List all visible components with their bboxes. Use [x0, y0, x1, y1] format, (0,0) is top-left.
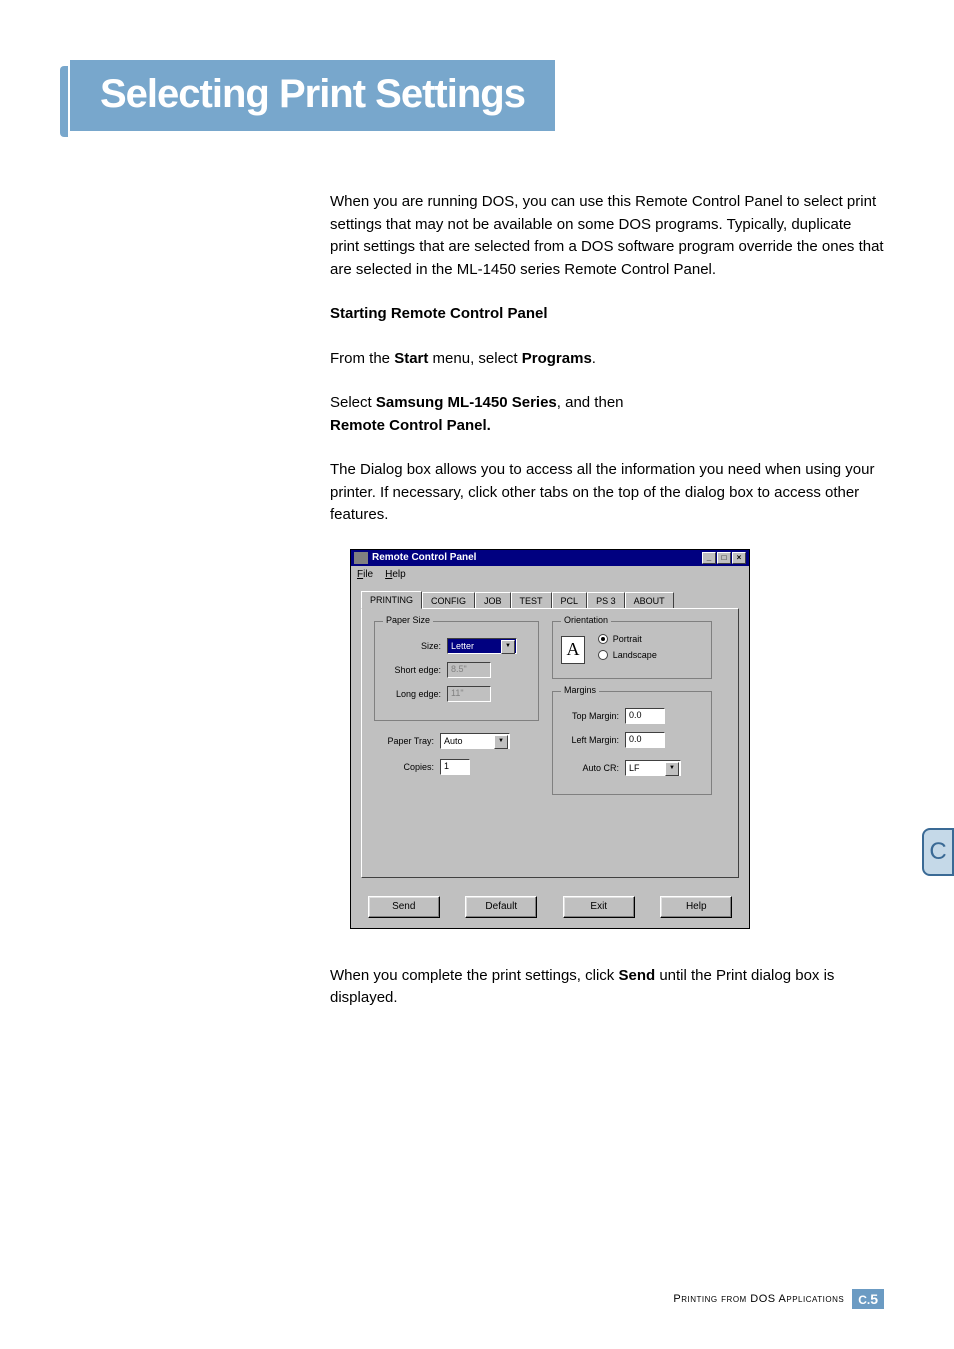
label-long-edge: Long edge: [385, 689, 441, 699]
select-paper-size[interactable]: Letter [447, 638, 517, 654]
footer-section-title: Printing from DOS Applications [673, 1293, 844, 1305]
label-copies: Copies: [374, 762, 434, 772]
menu-help[interactable]: Help [385, 569, 406, 580]
input-copies[interactable]: 1 [440, 759, 470, 775]
step1-bold-programs: Programs [522, 350, 592, 367]
footer-section-badge: C.5 [852, 1289, 884, 1309]
step2-bold-product: Samsung ML-1450 Series [376, 394, 557, 411]
step2-mid: , and then [557, 394, 624, 411]
dialog-title: Remote Control Panel [372, 552, 702, 563]
step2-bold-rcp: Remote Control Panel. [330, 417, 491, 434]
tab-test[interactable]: TEST [511, 592, 552, 609]
close-button[interactable]: × [732, 552, 746, 564]
label-size: Size: [385, 641, 441, 651]
label-landscape: Landscape [613, 650, 657, 660]
maximize-button[interactable]: □ [717, 552, 731, 564]
input-short-edge: 8.5" [447, 662, 491, 678]
minimize-button[interactable]: _ [702, 552, 716, 564]
input-top-margin[interactable]: 0.0 [625, 708, 665, 724]
step1-bold-start: Start [394, 350, 428, 367]
group-margins-title: Margins [561, 685, 599, 695]
step2-pre: Select [330, 394, 376, 411]
dialog-menubar: File Help [351, 566, 749, 583]
label-top-margin: Top Margin: [563, 711, 619, 721]
label-left-margin: Left Margin: [563, 735, 619, 745]
tab-job[interactable]: JOB [475, 592, 511, 609]
dialog-titlebar[interactable]: Remote Control Panel _ □ × [351, 550, 749, 566]
tab-config[interactable]: CONFIG [422, 592, 475, 609]
radio-portrait[interactable] [598, 634, 608, 644]
label-short-edge: Short edge: [385, 665, 441, 675]
page-title-banner: Selecting Print Settings [70, 60, 555, 131]
side-thumb-tab: C [922, 828, 954, 876]
tab-printing[interactable]: PRINTING [361, 591, 422, 609]
remote-control-panel-dialog: Remote Control Panel _ □ × File Help PRI… [350, 549, 750, 929]
closing-pre: When you complete the print settings, cl… [330, 967, 618, 984]
group-orientation: Orientation A Portrait Landscape [552, 621, 712, 679]
help-button[interactable]: Help [660, 896, 732, 918]
input-left-margin[interactable]: 0.0 [625, 732, 665, 748]
page-footer: Printing from DOS Applications C.5 [673, 1289, 884, 1309]
footer-badge-letter: C. [858, 1293, 870, 1307]
send-button[interactable]: Send [368, 896, 440, 918]
intro-paragraph: When you are running DOS, you can use th… [330, 191, 884, 281]
step1-text: From the [330, 350, 394, 367]
group-paper-size: Paper Size Size: Letter Short edge: 8.5"… [374, 621, 539, 721]
step1-mid: menu, select [428, 350, 521, 367]
radio-landscape[interactable] [598, 650, 608, 660]
default-button[interactable]: Default [465, 896, 537, 918]
group-paper-size-title: Paper Size [383, 615, 433, 625]
section-heading: Starting Remote Control Panel [330, 303, 884, 326]
tab-pcl[interactable]: PCL [552, 592, 588, 609]
group-margins: Margins Top Margin: 0.0 Left Margin: 0.0… [552, 691, 712, 795]
label-portrait: Portrait [613, 634, 642, 644]
tab-about[interactable]: ABOUT [625, 592, 674, 609]
input-long-edge: 11" [447, 686, 491, 702]
footer-page-number: 5 [870, 1291, 878, 1307]
select-paper-tray[interactable]: Auto [440, 733, 510, 749]
select-auto-cr[interactable]: LF [625, 760, 681, 776]
tab-panel-printing: Paper Size Size: Letter Short edge: 8.5"… [361, 608, 739, 878]
label-auto-cr: Auto CR: [563, 763, 619, 773]
tab-ps3[interactable]: PS 3 [587, 592, 625, 609]
dialog-description-paragraph: The Dialog box allows you to access all … [330, 459, 884, 527]
orientation-preview-icon: A [561, 636, 585, 664]
step1-post: . [592, 350, 596, 367]
group-orientation-title: Orientation [561, 615, 611, 625]
tab-strip: PRINTINGCONFIGJOBTESTPCLPS 3ABOUT [361, 591, 739, 609]
closing-bold-send: Send [618, 967, 655, 984]
app-icon [354, 552, 368, 564]
menu-file[interactable]: File [357, 569, 373, 580]
exit-button[interactable]: Exit [563, 896, 635, 918]
label-paper-tray: Paper Tray: [374, 736, 434, 746]
